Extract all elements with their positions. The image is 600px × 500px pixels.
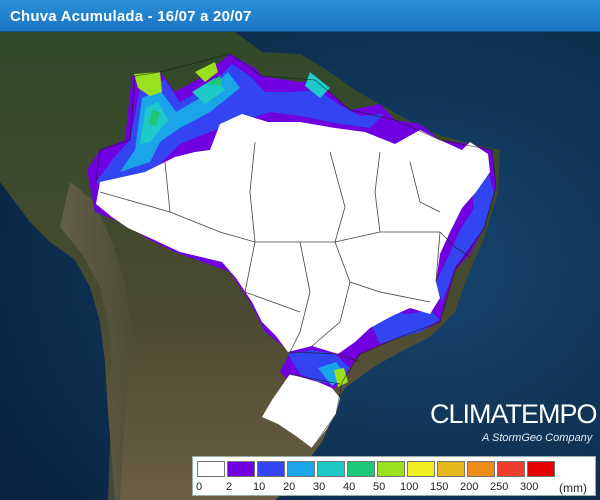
rain-band-10mm bbox=[96, 64, 384, 192]
legend-unit: (mm) bbox=[559, 481, 587, 495]
legend-swatch bbox=[347, 461, 375, 477]
brazil-outline bbox=[95, 53, 497, 449]
legend-swatch bbox=[227, 461, 255, 477]
rainfall-legend: 0 2 10 20 30 40 50 100 150 200 250 300 (… bbox=[192, 456, 596, 496]
legend-label: 10 bbox=[253, 481, 266, 493]
brand-name: CLIMATEMPO bbox=[430, 399, 598, 429]
legend-label: 200 bbox=[460, 481, 479, 493]
state-borders bbox=[99, 141, 471, 385]
andes-ridge bbox=[60, 182, 132, 500]
climatempo-logo: CLIMATEMPO A StormGeo Company bbox=[430, 399, 600, 449]
legend-swatch bbox=[527, 461, 555, 477]
legend-label: 300 bbox=[520, 481, 539, 493]
brand-tagline: A StormGeo Company bbox=[482, 432, 593, 444]
rain-band-50mm bbox=[134, 62, 218, 96]
header-bar: Chuva Acumulada - 16/07 a 20/07 bbox=[0, 0, 600, 32]
legend-label: 30 bbox=[313, 481, 326, 493]
legend-label: 50 bbox=[373, 481, 386, 493]
page-title: Chuva Acumulada - 16/07 a 20/07 bbox=[10, 8, 252, 25]
legend-swatch bbox=[497, 461, 525, 477]
rain-band-40mm bbox=[148, 76, 222, 126]
rain-band-0mm-south bbox=[262, 374, 340, 448]
legend-label: 2 bbox=[226, 481, 233, 493]
legend-label: 0 bbox=[196, 481, 203, 493]
legend-swatch bbox=[377, 461, 405, 477]
legend-swatch bbox=[407, 461, 435, 477]
legend-label: 100 bbox=[400, 481, 419, 493]
legend-label: 150 bbox=[430, 481, 449, 493]
legend-label: 20 bbox=[283, 481, 296, 493]
legend-swatch bbox=[467, 461, 495, 477]
rain-band-30mm bbox=[140, 72, 330, 144]
legend-swatch bbox=[257, 461, 285, 477]
legend-label: 250 bbox=[490, 481, 509, 493]
rain-band-coast-east bbox=[436, 172, 494, 302]
legend-swatch bbox=[287, 461, 315, 477]
legend-swatch bbox=[197, 461, 225, 477]
legend-swatch bbox=[317, 461, 345, 477]
legend-label: 40 bbox=[343, 481, 356, 493]
legend-swatch bbox=[437, 461, 465, 477]
rainfall-map bbox=[0, 32, 600, 500]
rain-band-south-green bbox=[334, 368, 348, 387]
rain-band-coast-southeast bbox=[370, 310, 440, 344]
